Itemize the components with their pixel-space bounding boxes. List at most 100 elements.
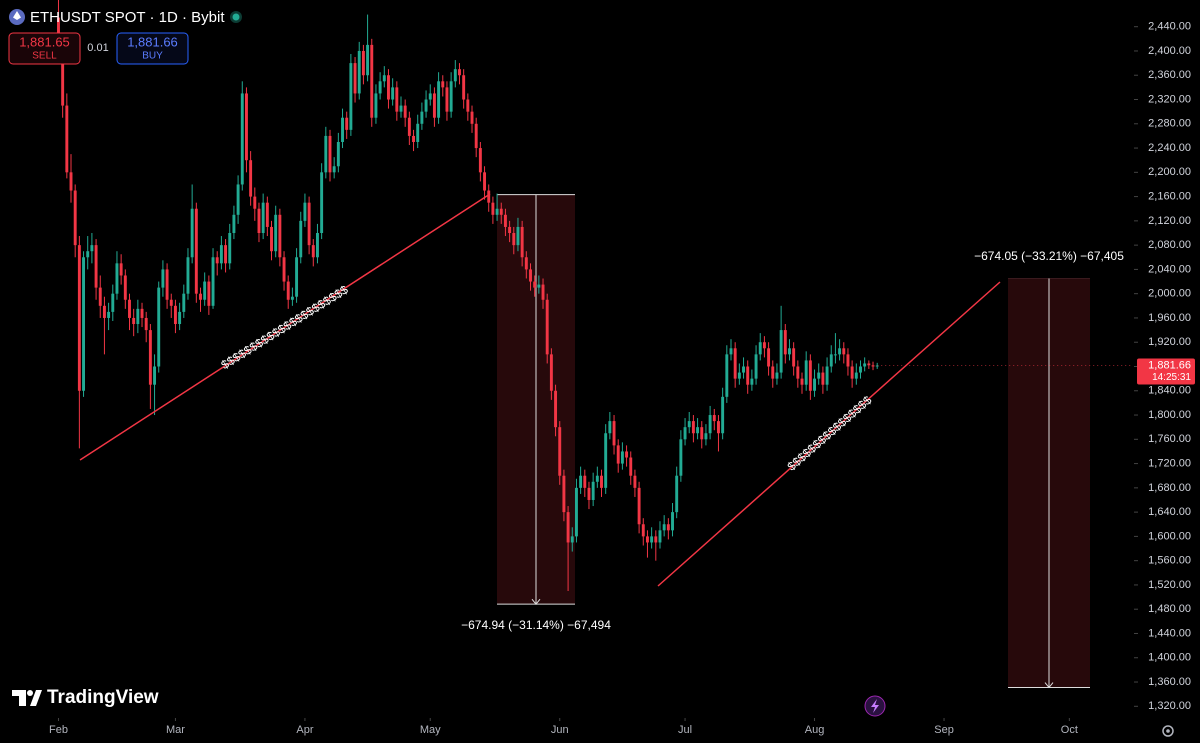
candle-body — [265, 202, 269, 227]
y-tick-label: 2,400.00 — [1148, 45, 1191, 57]
symbol-icon-glyph — [13, 11, 21, 20]
candle-body — [675, 475, 679, 513]
candle-body — [591, 481, 595, 500]
logo-mark — [12, 690, 42, 706]
candle-body — [566, 512, 570, 543]
symbol-title: ETHUSDT SPOT · 1D · Bybit — [30, 9, 225, 26]
candle-body — [186, 257, 190, 294]
candle-body — [387, 75, 390, 100]
y-tick-label: 2,160.00 — [1148, 191, 1191, 203]
y-tick-label: 1,680.00 — [1148, 482, 1191, 494]
candle-body — [620, 451, 624, 464]
candle-body — [470, 111, 474, 124]
y-tick-label: 1,400.00 — [1148, 652, 1191, 664]
x-tick-label: Jun — [551, 724, 569, 736]
candle-body — [236, 184, 240, 215]
candle-body — [257, 208, 261, 234]
settings-icon-center — [1166, 729, 1170, 733]
x-tick-label: Feb — [49, 724, 68, 736]
y-tick-label: 1,720.00 — [1148, 457, 1191, 469]
candle-body — [395, 87, 399, 112]
candle-body — [69, 172, 73, 191]
candle-body — [792, 348, 796, 367]
candle-body — [633, 475, 637, 488]
candle-body — [161, 269, 165, 288]
candle-body — [399, 105, 403, 112]
candle-body — [466, 99, 470, 112]
candle-body — [704, 433, 708, 440]
candle-body — [671, 512, 674, 531]
candle-body — [357, 50, 361, 94]
candle-body — [182, 293, 186, 312]
sell-label: SELL — [32, 51, 57, 62]
candle-body — [650, 536, 654, 543]
candle-body — [111, 293, 115, 312]
x-tick-label: Sep — [934, 724, 954, 736]
y-tick-label: 2,120.00 — [1148, 215, 1191, 227]
candle-body — [717, 421, 720, 434]
candle-body — [445, 87, 449, 112]
countdown-label: 14:25:31 — [1152, 372, 1191, 383]
candle-body — [449, 81, 453, 112]
candle-body — [199, 293, 202, 300]
candle-body — [458, 69, 461, 76]
candle-body — [687, 421, 691, 428]
y-tick-label: 2,320.00 — [1148, 93, 1191, 105]
x-tick-label: Oct — [1061, 724, 1078, 736]
candle-body — [725, 354, 729, 397]
candle-body — [432, 93, 436, 118]
candle-body — [859, 366, 862, 373]
candle-body — [144, 317, 148, 331]
candle-body — [107, 311, 111, 318]
last-price-tag — [1137, 358, 1195, 385]
candle-body — [361, 50, 365, 76]
candle-body — [374, 93, 378, 118]
candle-body — [683, 427, 687, 440]
candle-body — [612, 421, 616, 446]
candle-body — [808, 360, 812, 391]
y-tick-label: 1,800.00 — [1148, 409, 1191, 421]
candle-body — [804, 360, 808, 385]
y-tick-label: 2,040.00 — [1148, 263, 1191, 275]
candle-body — [478, 148, 482, 173]
y-tick-label: 1,640.00 — [1148, 506, 1191, 518]
y-tick-label: 1,320.00 — [1148, 700, 1191, 712]
candle-body — [102, 305, 106, 318]
candle-body — [190, 208, 194, 258]
candle-body — [746, 366, 750, 385]
buy-button[interactable] — [116, 32, 189, 65]
candle-body — [813, 378, 817, 391]
candle-body — [412, 135, 415, 142]
candle-body — [169, 299, 173, 306]
candle-body — [483, 172, 487, 191]
candle-body — [608, 421, 612, 434]
candle-body — [658, 530, 662, 543]
candle-body — [207, 281, 211, 306]
candle-body — [788, 348, 791, 355]
candle-body — [148, 330, 152, 385]
candle-body — [228, 233, 232, 264]
candle-body — [729, 348, 733, 355]
candle-body — [65, 105, 69, 173]
candle-body — [520, 226, 524, 258]
sell-button[interactable] — [8, 32, 81, 65]
settings-button[interactable] — [1162, 725, 1174, 737]
candle-body — [219, 245, 223, 264]
spread: 0.01 — [87, 42, 108, 54]
candle-body — [800, 378, 804, 385]
candle-body — [499, 208, 503, 215]
candle-body — [115, 263, 119, 294]
candle-body — [654, 536, 658, 543]
x-tick-label: Apr — [296, 724, 313, 736]
candle-body — [270, 226, 273, 252]
candle-body — [537, 284, 541, 288]
logo-mark-dot — [27, 690, 33, 696]
candle-body — [244, 93, 248, 161]
y-tick-label: 2,240.00 — [1148, 142, 1191, 154]
candle-body — [850, 366, 854, 379]
candle-body — [712, 415, 716, 422]
candle-body — [696, 427, 700, 434]
candle-body — [554, 390, 558, 428]
candle-body — [407, 117, 411, 136]
